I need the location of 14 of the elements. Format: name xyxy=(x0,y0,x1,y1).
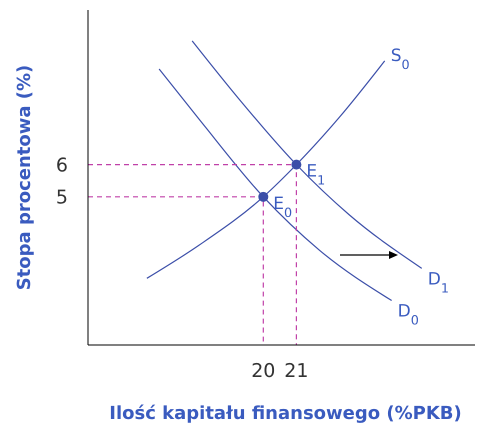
y-tick-label: 6 xyxy=(56,154,68,176)
x-axis-title: Ilość kapitału finansowego (%PKB) xyxy=(109,403,462,424)
line-series xyxy=(158,68,392,302)
series-label: S$_{0}$ xyxy=(390,46,410,72)
series-label: D$_{0}$ xyxy=(398,302,419,328)
x-tick-label: 21 xyxy=(284,360,308,382)
y-tick-label: 5 xyxy=(56,186,68,208)
series-label: D$_{1}$ xyxy=(428,269,449,296)
line-series xyxy=(192,40,422,269)
y-axis-title: Stopa procentowa (%) xyxy=(14,64,35,290)
annotation: E$_{0}$ xyxy=(273,194,292,220)
x-tick-label: 20 xyxy=(251,360,276,382)
line-series xyxy=(146,60,386,279)
annotation: E$_{1}$ xyxy=(306,162,326,188)
